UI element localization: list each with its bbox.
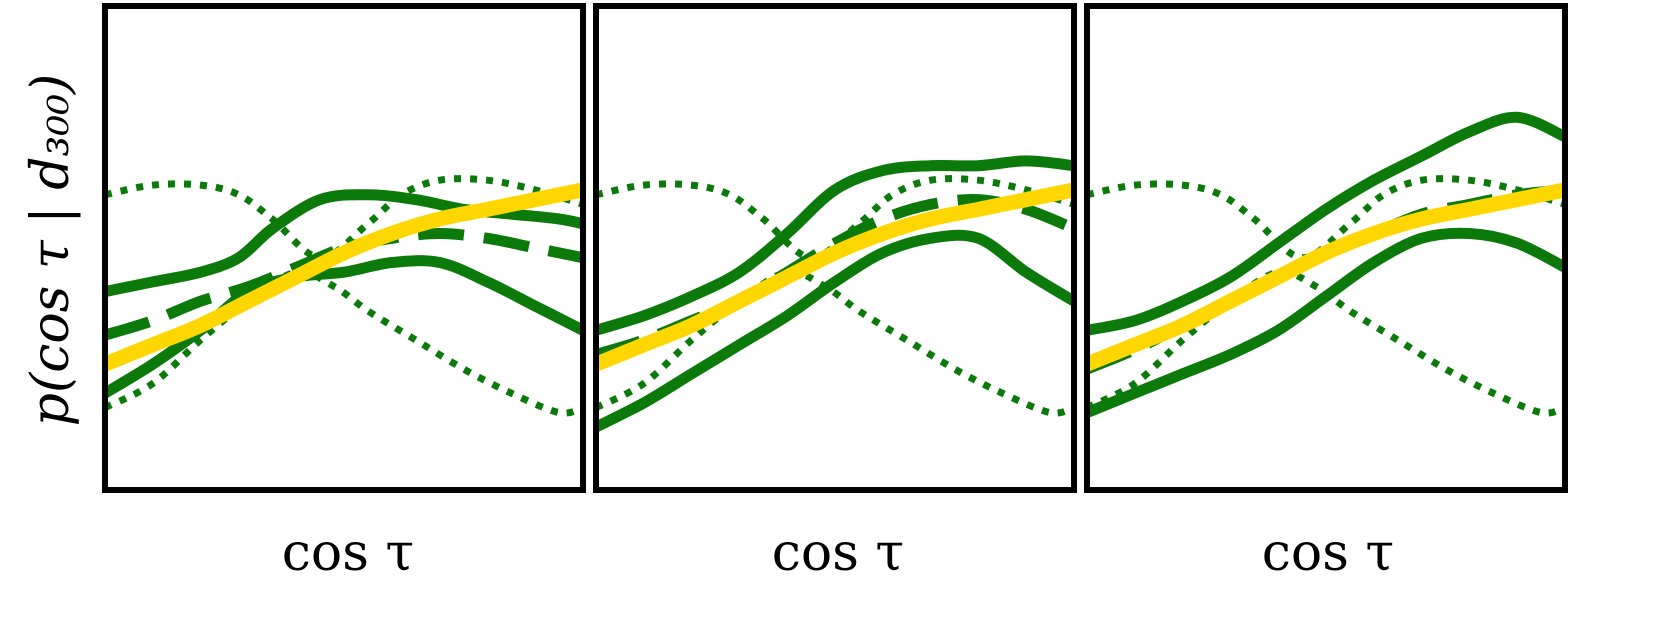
panel-3-frame	[1084, 3, 1568, 493]
panel-1-band-solid-lower-line	[105, 255, 583, 399]
panel-1: cos τ	[102, 3, 586, 583]
panel-1-band-outer-upper-line	[105, 175, 583, 262]
panel-1-x-label: cos τ	[282, 523, 414, 583]
panel-1-series	[105, 175, 583, 417]
panel-3-series	[1087, 111, 1565, 419]
panel-2-series	[596, 155, 1074, 433]
panel-1-band-solid-upper-line	[105, 189, 583, 298]
panel-1-reconstruction-line	[105, 228, 583, 341]
panel-1-frame	[102, 3, 586, 493]
panel-3-band-solid-lower-line	[1087, 227, 1565, 419]
panel-3-band-solid-upper-line	[1087, 111, 1565, 336]
panel-2: cos τ	[593, 3, 1077, 583]
panel-2-band-solid-lower-line	[596, 229, 1074, 433]
panel-3: cos τ	[1084, 3, 1568, 583]
panel-3-model-line	[1087, 182, 1565, 372]
panel-2-x-label: cos τ	[772, 523, 904, 583]
panel-2-model-line	[596, 182, 1074, 372]
panel-3-band-outer-upper-line	[1087, 175, 1565, 262]
panel-2-band-solid-upper-line	[596, 155, 1074, 336]
panel-1-model-line	[105, 182, 583, 372]
y-axis-label: p(cos τ | d₃₀₀)	[21, 74, 81, 427]
panel-2-band-outer-upper-line	[596, 175, 1074, 262]
panel-2-frame	[593, 3, 1077, 493]
panel-3-x-label: cos τ	[1262, 523, 1394, 583]
